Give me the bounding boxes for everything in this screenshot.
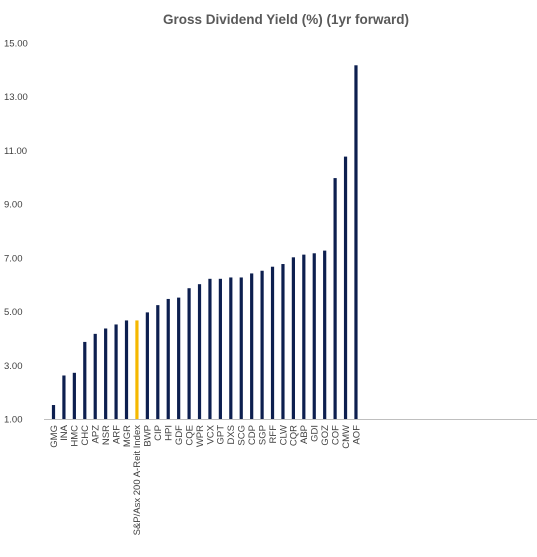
x-tick-label: S&P/Asx 200 A-Reit Index <box>132 425 143 536</box>
x-axis-tick-labels: GMG INA HMC CHC APZ NSR ARF MGR S&P/Asx 200 A-Re… <box>49 424 362 535</box>
bar <box>250 273 254 419</box>
x-tick-label: BWP <box>143 425 154 447</box>
bar <box>124 320 129 419</box>
bar <box>187 288 191 419</box>
bar <box>62 375 66 419</box>
bar <box>239 277 243 419</box>
chart-title: Gross Dividend Yield (%) (1yr forward) <box>163 12 409 27</box>
y-tick-label: 1.00 <box>4 415 23 426</box>
bar <box>197 284 202 419</box>
bar <box>166 298 170 419</box>
bar <box>72 372 76 419</box>
x-tick-label: ARF <box>111 425 122 444</box>
bar <box>302 254 306 419</box>
bar <box>291 257 295 419</box>
x-tick-label: GPT <box>216 425 227 445</box>
x-tick-label: AOF <box>351 425 362 445</box>
x-tick-label: GOZ <box>320 425 331 446</box>
bar <box>83 341 87 419</box>
x-tick-label: CMW <box>341 425 352 449</box>
x-tick-label: CHC <box>80 425 91 446</box>
bar <box>229 277 233 419</box>
bar <box>218 278 222 419</box>
x-tick-label: CQR <box>289 425 300 446</box>
x-tick-label: COF <box>330 425 341 445</box>
bars <box>51 65 358 420</box>
x-tick-label: GMG <box>49 425 60 448</box>
x-tick-label: CLW <box>278 425 289 445</box>
x-tick-label: GDF <box>174 425 185 445</box>
x-tick-label: SGP <box>257 425 268 445</box>
bar <box>333 178 337 419</box>
bar <box>354 65 358 419</box>
x-tick-label: MGR <box>122 425 133 447</box>
x-tick-label: NSR <box>101 425 112 445</box>
x-tick-label: HPI <box>164 425 175 441</box>
bar <box>156 305 160 419</box>
bar <box>104 328 108 419</box>
y-tick-label: 5.00 <box>4 307 23 318</box>
bar <box>312 253 316 419</box>
y-tick-label: 7.00 <box>4 253 23 264</box>
x-tick-label: HMC <box>70 425 81 447</box>
x-tick-label: VCX <box>205 424 216 444</box>
bar <box>260 270 264 419</box>
bar <box>135 320 139 419</box>
bar <box>270 266 275 419</box>
bar <box>343 156 348 420</box>
x-tick-label: INA <box>59 424 70 441</box>
x-tick-label: CDP <box>247 425 258 445</box>
bar <box>93 333 97 419</box>
y-tick-label: 15.00 <box>4 39 28 50</box>
y-tick-label: 9.00 <box>4 200 23 211</box>
bar <box>323 250 327 419</box>
y-axis-tick-labels: 1.00 3.00 5.00 7.00 9.00 11.00 13.00 15.00 <box>4 39 28 426</box>
y-tick-label: 13.00 <box>4 92 28 103</box>
x-tick-label: RFF <box>268 425 279 444</box>
x-tick-label: SCG <box>237 425 248 446</box>
x-tick-label: APZ <box>91 425 102 444</box>
bar <box>281 264 285 419</box>
x-tick-label: CIP <box>153 425 164 441</box>
bar <box>114 324 118 419</box>
x-tick-label: GDI <box>310 425 321 442</box>
x-tick-label: WPR <box>195 425 206 447</box>
y-tick-label: 11.00 <box>4 146 27 157</box>
x-tick-label: ABP <box>299 425 310 444</box>
x-tick-label: DXS <box>226 425 237 445</box>
bar <box>177 297 181 419</box>
y-tick-label: 3.00 <box>4 361 23 372</box>
x-tick-label: CQE <box>184 425 195 446</box>
bar <box>208 278 212 419</box>
bar <box>145 312 149 419</box>
bar <box>51 405 56 419</box>
